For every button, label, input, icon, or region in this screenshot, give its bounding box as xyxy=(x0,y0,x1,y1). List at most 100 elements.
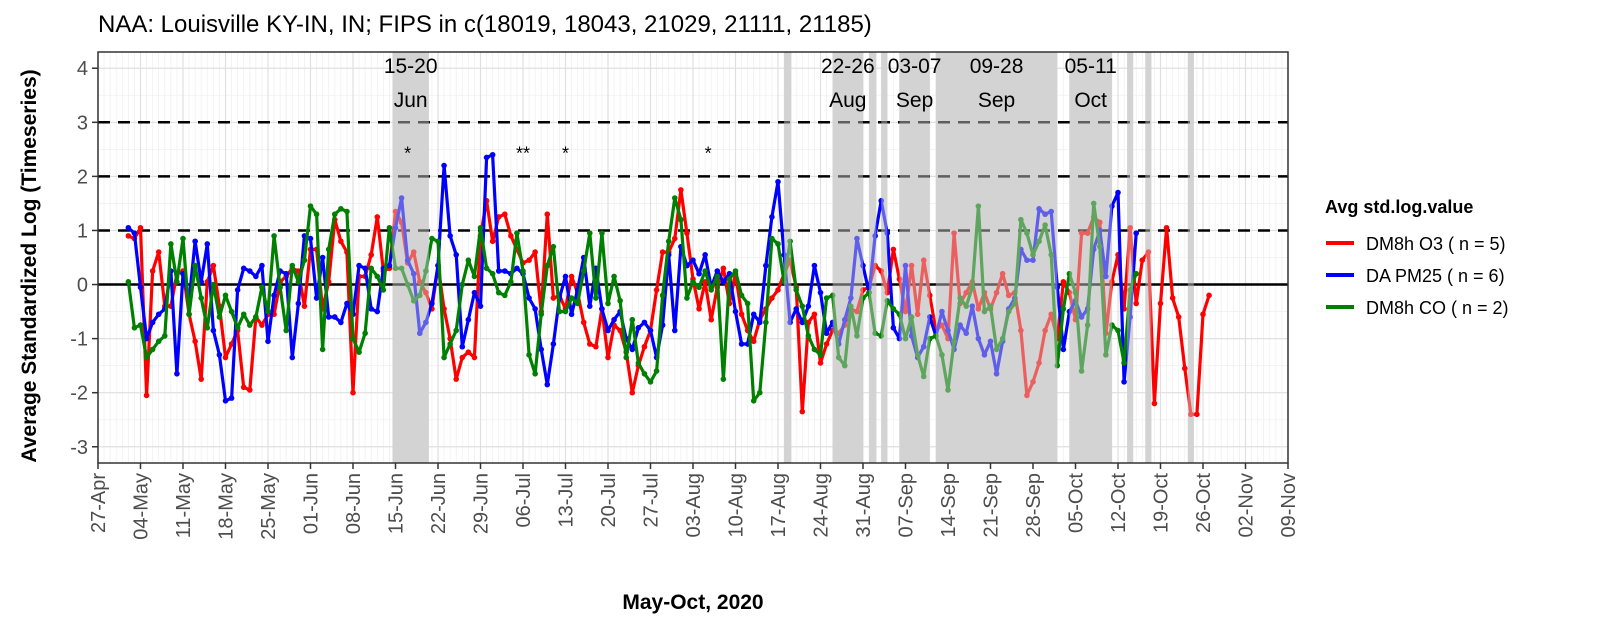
data-point xyxy=(884,297,891,304)
data-point xyxy=(957,322,963,328)
event-label-month: Sep xyxy=(978,89,1015,112)
y-tick-label: 1 xyxy=(77,220,88,242)
data-point xyxy=(799,303,806,309)
data-point xyxy=(1103,352,1109,358)
data-point xyxy=(1042,211,1048,218)
data-point xyxy=(653,368,660,374)
data-point xyxy=(313,295,320,301)
x-tick-label: 04-May xyxy=(131,473,153,540)
data-point xyxy=(180,235,186,242)
event-label-month: Jun xyxy=(394,89,428,112)
data-point xyxy=(374,308,381,315)
data-point xyxy=(435,238,441,245)
data-point xyxy=(538,311,545,318)
x-tick-label: 29-Jun xyxy=(471,473,493,534)
data-point xyxy=(204,325,211,331)
data-point xyxy=(228,395,235,401)
significance-star: * xyxy=(562,143,569,163)
data-point xyxy=(993,346,1000,353)
shade-overlay-band xyxy=(832,52,863,463)
x-tick-label: 02-Nov xyxy=(1236,473,1258,537)
data-point xyxy=(933,333,939,339)
data-point xyxy=(1060,306,1067,312)
data-point xyxy=(574,300,581,307)
significance-star: * xyxy=(705,143,712,163)
data-point xyxy=(253,273,259,280)
data-point xyxy=(465,316,472,323)
data-point xyxy=(416,279,423,285)
shaded-period xyxy=(832,52,863,463)
data-point xyxy=(696,270,702,277)
data-point xyxy=(495,289,502,296)
data-point xyxy=(756,319,763,326)
data-point xyxy=(781,279,787,285)
y-axis-title: Average Standardized Log (Timeseries) xyxy=(18,69,41,462)
data-point xyxy=(926,335,933,342)
data-point xyxy=(471,273,478,280)
data-point xyxy=(750,311,757,318)
legend-label-pm25: DA PM25 ( n = 6) xyxy=(1366,266,1505,286)
data-point xyxy=(951,338,957,345)
data-point xyxy=(410,249,417,255)
shaded-period xyxy=(1127,52,1134,463)
data-point xyxy=(860,295,866,301)
data-point xyxy=(1030,251,1036,258)
legend: Avg std.log.value DM8h O3 ( n = 5) DA PM… xyxy=(1325,197,1509,318)
data-point xyxy=(568,295,575,301)
data-point xyxy=(1133,300,1140,307)
data-point xyxy=(866,289,872,296)
data-point xyxy=(896,311,903,318)
data-point xyxy=(186,311,192,318)
data-point xyxy=(684,295,690,301)
data-point xyxy=(684,230,690,236)
significance-star: * xyxy=(404,143,411,163)
series-2 xyxy=(125,195,1140,404)
x-tick-label: 13-Jul xyxy=(556,473,578,527)
data-point xyxy=(295,300,302,307)
data-point xyxy=(404,257,411,264)
data-point xyxy=(641,319,648,326)
data-point xyxy=(793,287,800,293)
data-point xyxy=(920,257,927,264)
shaded-period xyxy=(1187,52,1194,463)
data-point xyxy=(1036,238,1042,245)
data-point xyxy=(319,346,326,353)
x-tick-label: 03-Aug xyxy=(683,473,705,538)
data-point xyxy=(1005,308,1012,315)
data-point xyxy=(641,343,648,350)
x-tick-label: 19-Oct xyxy=(1151,473,1173,533)
data-point xyxy=(222,354,229,361)
data-point xyxy=(240,311,247,318)
data-point xyxy=(945,327,951,334)
data-point xyxy=(920,343,927,350)
data-point xyxy=(738,341,745,347)
data-point xyxy=(277,284,283,291)
data-point xyxy=(872,233,878,239)
data-point xyxy=(939,308,945,315)
data-point xyxy=(143,335,150,342)
data-point xyxy=(1084,230,1091,236)
data-point xyxy=(447,341,453,347)
data-point xyxy=(514,265,520,272)
event-label-dates: 15-20 xyxy=(384,55,438,78)
data-point xyxy=(659,249,666,255)
data-point xyxy=(678,187,684,193)
data-point xyxy=(526,352,532,358)
x-tick-label: 27-Apr xyxy=(88,473,110,533)
data-point xyxy=(1096,243,1103,250)
data-point xyxy=(623,354,630,361)
data-point xyxy=(750,398,757,404)
data-point xyxy=(514,230,520,236)
shade-overlay xyxy=(392,52,1194,463)
data-point xyxy=(344,208,350,215)
data-point xyxy=(690,257,696,264)
data-point xyxy=(1078,368,1085,374)
data-point xyxy=(131,230,138,236)
data-point xyxy=(823,295,830,301)
axes: -3 -2 -1 0 1 2 3 4 27-Apr 04-May 11-May 18-May 25-Ma… xyxy=(70,51,1300,540)
data-point xyxy=(501,268,508,274)
data-point xyxy=(1139,257,1146,264)
data-point xyxy=(926,292,933,299)
data-point xyxy=(246,322,253,328)
